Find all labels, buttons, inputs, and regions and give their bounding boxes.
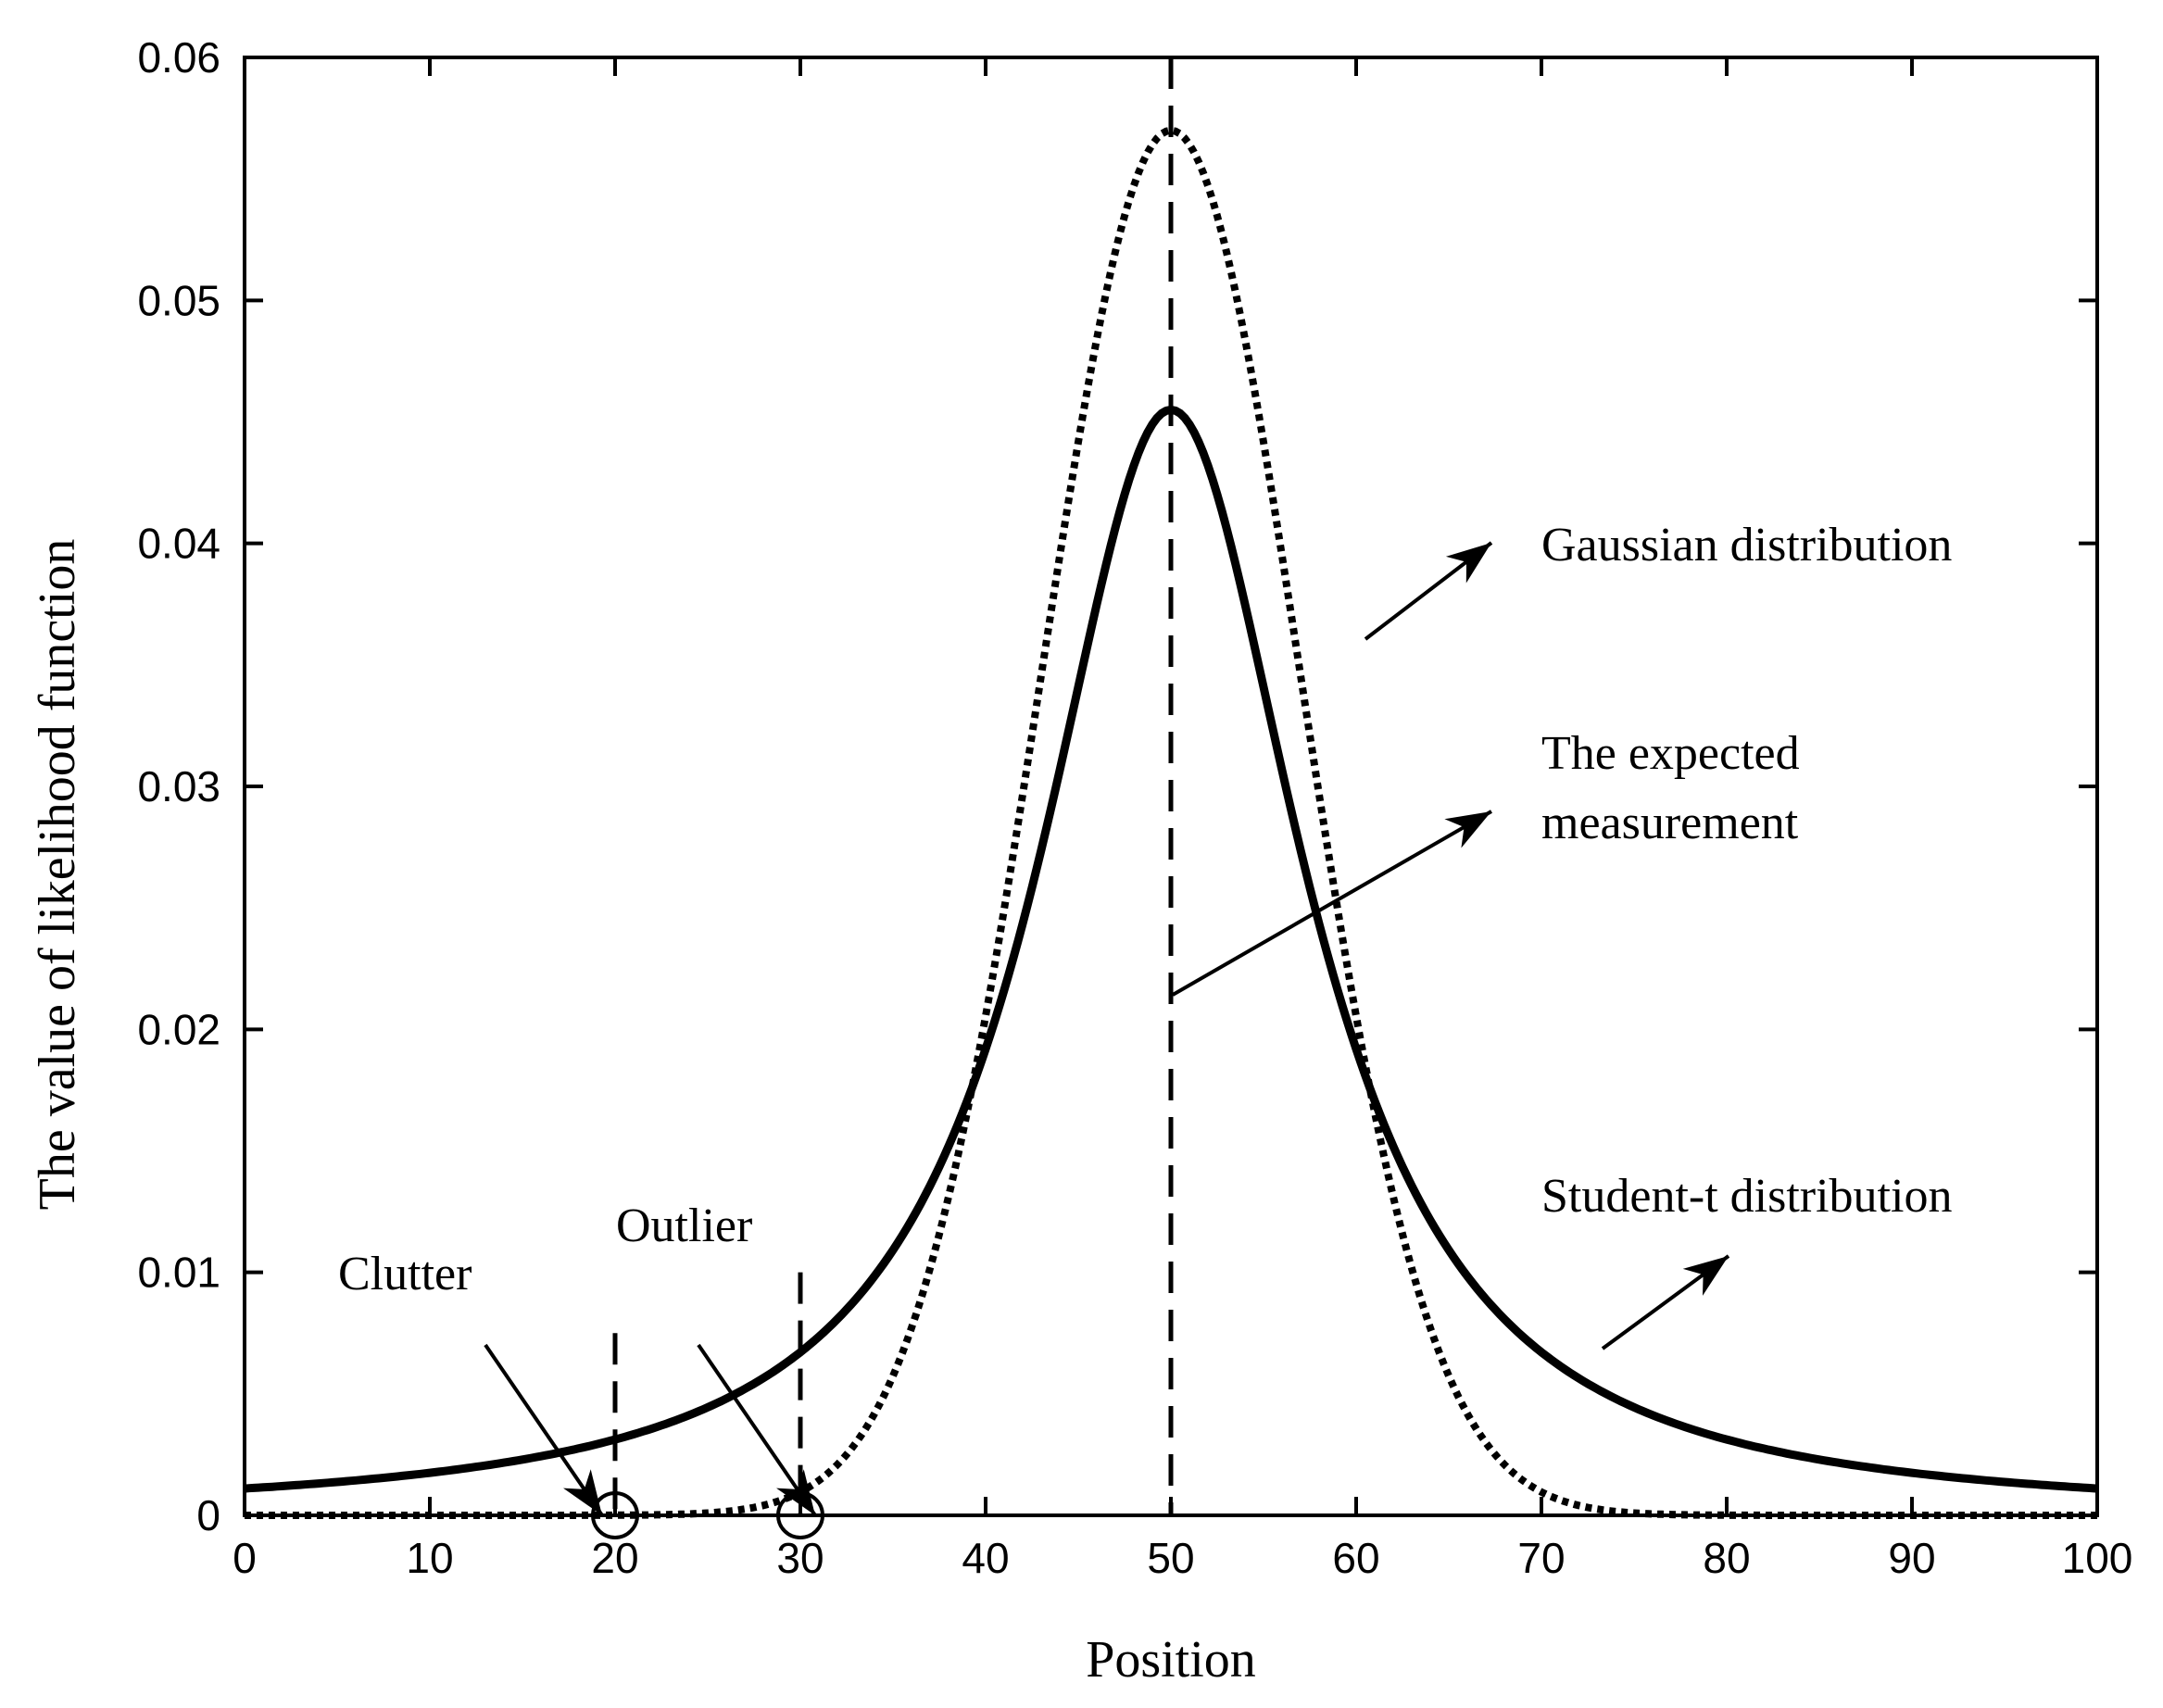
x-tick-label: 0 — [233, 1534, 257, 1582]
y-tick-label: 0.05 — [137, 276, 220, 324]
y-tick-label: 0 — [196, 1491, 220, 1539]
clutter-arrow-shaft — [484, 1343, 604, 1517]
x-tick-label: 100 — [2062, 1534, 2133, 1582]
annotation-layer: Gaussian distribution The expected measu… — [338, 519, 1952, 1517]
expected-measurement-arrow-head — [1444, 811, 1491, 848]
student-t-arrow — [1601, 1254, 1730, 1350]
clutter-arrow-head — [563, 1469, 602, 1515]
y-tick-label: 0.03 — [137, 762, 220, 810]
ticks-layer: 0 10 20 30 40 50 60 70 80 90 100 0 0.01 0.02 0.03 0.04 0… — [137, 33, 2132, 1582]
y-tick-label: 0.04 — [137, 520, 220, 568]
x-tick-label: 70 — [1517, 1534, 1565, 1582]
expected-annotation-line1: The expected — [1541, 727, 1800, 780]
x-tick-label: 90 — [1888, 1534, 1935, 1582]
outlier-arrow — [697, 1343, 817, 1517]
student-annotation: Student-t distribution — [1541, 1170, 1952, 1223]
gaussian-arrow — [1364, 541, 1493, 641]
expected-annotation-line2: measurement — [1541, 797, 1799, 849]
gaussian-annotation: Gaussian distribution — [1541, 519, 1952, 571]
y-axis-label: The value of likelihood function — [29, 539, 86, 1211]
outlier-annotation: Outlier — [616, 1199, 752, 1252]
outlier-arrow-head — [776, 1469, 815, 1515]
outlier-arrow-shaft — [697, 1343, 817, 1517]
y-tick-label: 0.01 — [137, 1249, 220, 1297]
student-t-arrow-head — [1682, 1256, 1729, 1296]
gaussian-arrow-head — [1445, 543, 1491, 584]
y-tick-label: 0.06 — [137, 33, 220, 82]
x-tick-label: 30 — [776, 1534, 824, 1582]
clutter-annotation: Clutter — [338, 1248, 472, 1300]
y-tick-label: 0.02 — [137, 1005, 220, 1053]
clutter-arrow — [484, 1343, 604, 1517]
x-tick-label: 60 — [1332, 1534, 1379, 1582]
x-tick-label: 50 — [1147, 1534, 1194, 1582]
x-axis-label: Position — [1086, 1631, 1256, 1689]
expected-measurement-arrow — [1172, 810, 1492, 997]
expected-measurement-arrow-shaft — [1172, 810, 1492, 997]
x-tick-label: 80 — [1703, 1534, 1750, 1582]
x-tick-label: 20 — [591, 1534, 638, 1582]
x-tick-label: 40 — [962, 1534, 1009, 1582]
x-tick-label: 10 — [406, 1534, 453, 1582]
